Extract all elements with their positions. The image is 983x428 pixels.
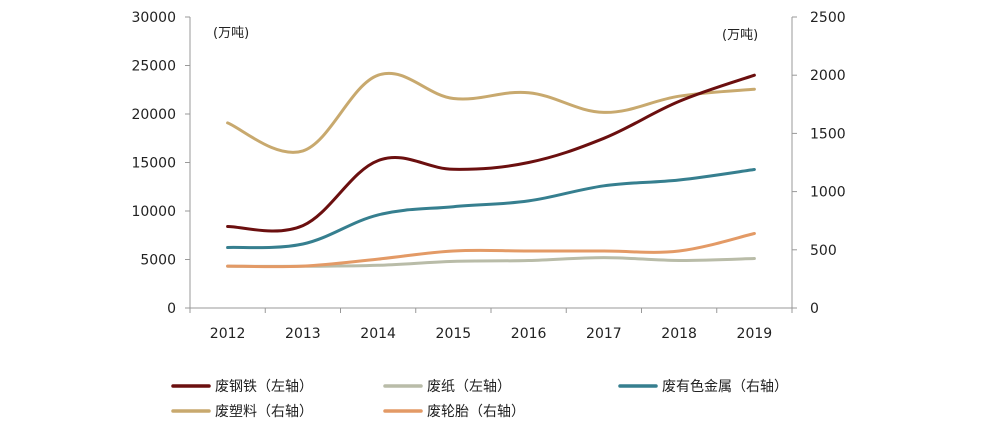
right-tick-label: 500 [810,243,837,259]
left-tick-label: 20000 [131,107,176,123]
left-tick-label: 30000 [131,10,176,26]
right-tick-label: 2000 [810,68,846,84]
right-tick-label: 2500 [810,10,846,26]
legend-label: 废塑料（右轴） [215,404,313,420]
x-tick-label: 2014 [360,326,396,342]
series-line [226,232,756,269]
axis-ticks: 2012 2013 2014 2015 2016 2017 2018 2019 30000 250… [131,10,845,342]
left-tick-label: 0 [167,301,176,317]
legend-label: 废钢铁（左轴） [215,379,313,395]
right-tick-label: 0 [810,301,819,317]
left-tick-label: 5000 [140,253,176,269]
chart-axes [189,17,793,309]
chart-legend: 废钢铁（左轴） 废纸（左轴） 废有色金属（右轴） 废塑料（右轴） 废轮胎（右轴） [171,378,788,420]
left-tick-label: 25000 [131,59,176,75]
left-tick-label: 15000 [131,156,176,172]
legend-label: 废有色金属（右轴） [662,378,788,395]
x-tick-label: 2016 [511,326,547,342]
x-tick-label: 2018 [661,326,697,342]
x-tick-label: 2019 [737,326,773,342]
chart-series [226,71,756,269]
x-tick-label: 2017 [586,326,622,342]
legend-label: 废纸（左轴） [427,379,511,395]
right-tick-label: 1000 [810,185,846,201]
x-tick-label: 2015 [436,326,472,342]
left-tick-label: 10000 [131,204,176,220]
legend-label: 废轮胎（右轴） [427,404,525,420]
series-line [226,73,756,233]
right-axis-unit: (万吨) [722,28,758,43]
left-axis-unit: (万吨) [213,26,249,41]
series-line [226,71,756,154]
x-tick-label: 2013 [285,326,321,342]
right-tick-label: 1500 [810,126,846,142]
x-tick-label: 2012 [210,326,246,342]
series-line [226,168,756,250]
